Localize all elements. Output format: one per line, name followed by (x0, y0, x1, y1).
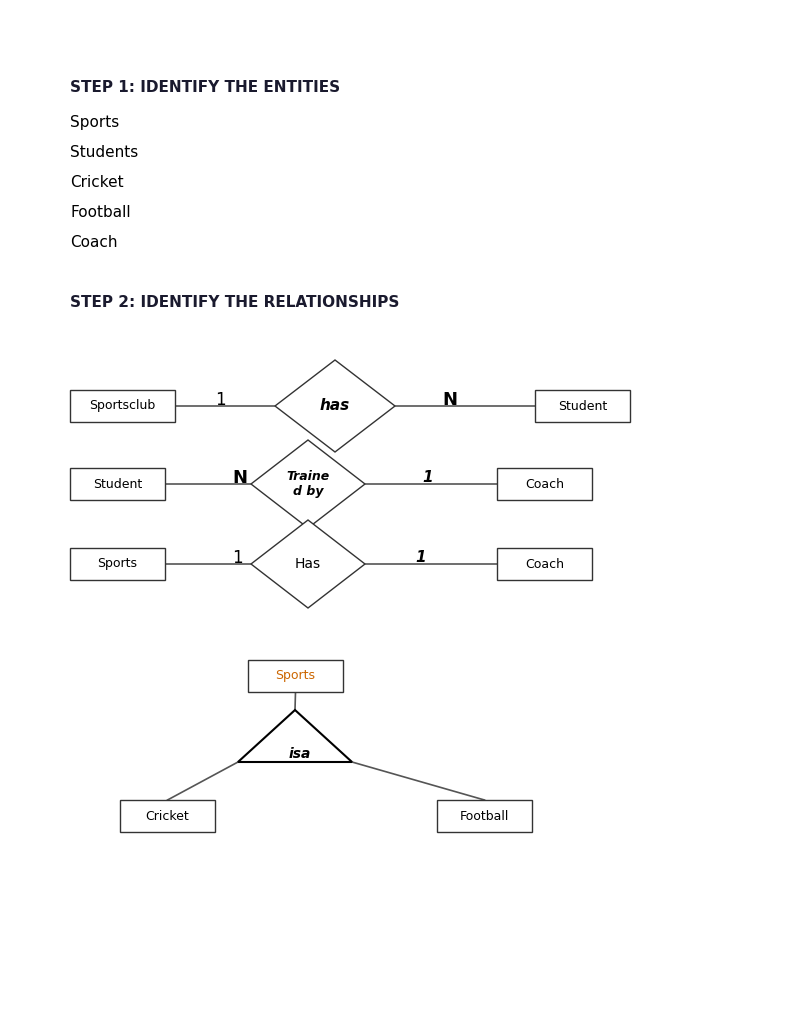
Polygon shape (251, 440, 365, 528)
Text: Sports: Sports (70, 115, 119, 130)
Text: Sports: Sports (98, 558, 138, 570)
FancyBboxPatch shape (70, 468, 165, 500)
Text: STEP 1: IDENTIFY THE ENTITIES: STEP 1: IDENTIFY THE ENTITIES (70, 80, 340, 95)
FancyBboxPatch shape (437, 800, 532, 832)
Polygon shape (251, 520, 365, 608)
Text: 1: 1 (422, 471, 434, 485)
FancyBboxPatch shape (497, 468, 592, 500)
FancyBboxPatch shape (120, 800, 215, 832)
Text: Sports: Sports (275, 670, 315, 682)
Polygon shape (238, 710, 352, 762)
Text: Coach: Coach (525, 558, 564, 570)
Text: Football: Football (460, 809, 509, 823)
FancyBboxPatch shape (70, 548, 165, 580)
Text: Football: Football (70, 205, 130, 220)
Text: Traine
d by: Traine d by (286, 470, 330, 498)
Text: Cricket: Cricket (146, 809, 190, 823)
FancyBboxPatch shape (535, 390, 630, 422)
Text: Student: Student (558, 400, 607, 413)
Text: N: N (442, 391, 458, 409)
Text: STEP 2: IDENTIFY THE RELATIONSHIPS: STEP 2: IDENTIFY THE RELATIONSHIPS (70, 295, 399, 310)
Text: Cricket: Cricket (70, 175, 124, 190)
Text: 1: 1 (416, 551, 426, 565)
FancyBboxPatch shape (70, 390, 175, 422)
FancyBboxPatch shape (248, 660, 343, 692)
Text: Has: Has (295, 557, 321, 571)
Text: Coach: Coach (70, 235, 118, 250)
Text: Students: Students (70, 145, 138, 160)
Text: Student: Student (93, 477, 142, 491)
Text: isa: isa (289, 747, 311, 761)
Text: Coach: Coach (525, 477, 564, 491)
Text: has: has (320, 398, 350, 414)
Text: 1: 1 (232, 549, 242, 567)
Polygon shape (275, 360, 395, 452)
Text: Sportsclub: Sportsclub (90, 400, 156, 413)
Text: N: N (233, 469, 247, 487)
Text: 1: 1 (214, 391, 226, 409)
FancyBboxPatch shape (497, 548, 592, 580)
